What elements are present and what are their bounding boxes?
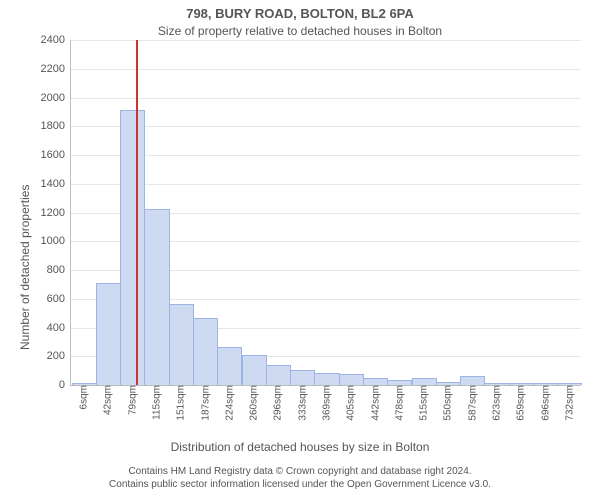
x-axis-label: Distribution of detached houses by size …: [0, 440, 600, 454]
x-tick: 550sqm: [441, 385, 454, 421]
bar: [144, 209, 169, 385]
y-tick: 2400: [41, 34, 71, 46]
x-tick: 151sqm: [174, 385, 187, 421]
x-tick: 42sqm: [101, 385, 114, 415]
y-tick: 1800: [41, 120, 71, 132]
x-tick: 478sqm: [392, 385, 405, 421]
y-tick: 1600: [41, 149, 71, 161]
x-tick: 369sqm: [320, 385, 333, 421]
gridline: [71, 69, 581, 70]
y-tick: 800: [47, 264, 71, 276]
bar: [290, 370, 315, 385]
x-tick: 732sqm: [562, 385, 575, 421]
gridline: [71, 40, 581, 41]
footer: Contains HM Land Registry data © Crown c…: [0, 465, 600, 491]
y-tick: 1200: [41, 207, 71, 219]
bar: [412, 378, 437, 385]
x-tick: 224sqm: [222, 385, 235, 421]
bar: [363, 378, 388, 385]
gridline: [71, 184, 581, 185]
gridline: [71, 155, 581, 156]
x-tick: 296sqm: [271, 385, 284, 421]
y-tick: 600: [47, 293, 71, 305]
gridline: [71, 126, 581, 127]
bar: [96, 283, 121, 385]
x-tick: 696sqm: [538, 385, 551, 421]
bar: [193, 318, 218, 385]
y-tick: 400: [47, 322, 71, 334]
x-tick: 187sqm: [198, 385, 211, 421]
bar: [339, 374, 364, 385]
bar: [120, 110, 145, 385]
chart-title: 798, BURY ROAD, BOLTON, BL2 6PA: [0, 6, 600, 21]
x-tick: 515sqm: [417, 385, 430, 421]
y-tick: 0: [59, 379, 71, 391]
plot-area: 0200400600800100012001400160018002000220…: [70, 40, 581, 386]
y-tick: 2200: [41, 63, 71, 75]
bar: [242, 355, 267, 385]
bar: [266, 365, 291, 385]
property-marker: [136, 40, 138, 385]
bar: [217, 347, 242, 385]
footer-line-1: Contains HM Land Registry data © Crown c…: [0, 465, 600, 478]
x-tick: 115sqm: [150, 385, 163, 420]
y-axis-label: Number of detached properties: [18, 185, 32, 350]
x-tick: 6sqm: [77, 385, 90, 409]
x-tick: 623sqm: [490, 385, 503, 421]
y-tick: 1400: [41, 178, 71, 190]
y-tick: 200: [47, 350, 71, 362]
gridline: [71, 98, 581, 99]
y-tick: 2000: [41, 92, 71, 104]
x-tick: 260sqm: [247, 385, 260, 421]
bar: [169, 304, 194, 386]
y-tick: 1000: [41, 235, 71, 247]
x-tick: 79sqm: [125, 385, 138, 415]
x-tick: 659sqm: [514, 385, 527, 421]
footer-line-2: Contains public sector information licen…: [0, 478, 600, 491]
x-tick: 405sqm: [344, 385, 357, 421]
x-tick: 442sqm: [368, 385, 381, 421]
chart-subtitle: Size of property relative to detached ho…: [0, 24, 600, 38]
x-tick: 587sqm: [465, 385, 478, 421]
x-tick: 333sqm: [295, 385, 308, 421]
bar: [460, 376, 485, 385]
bar: [314, 373, 339, 386]
